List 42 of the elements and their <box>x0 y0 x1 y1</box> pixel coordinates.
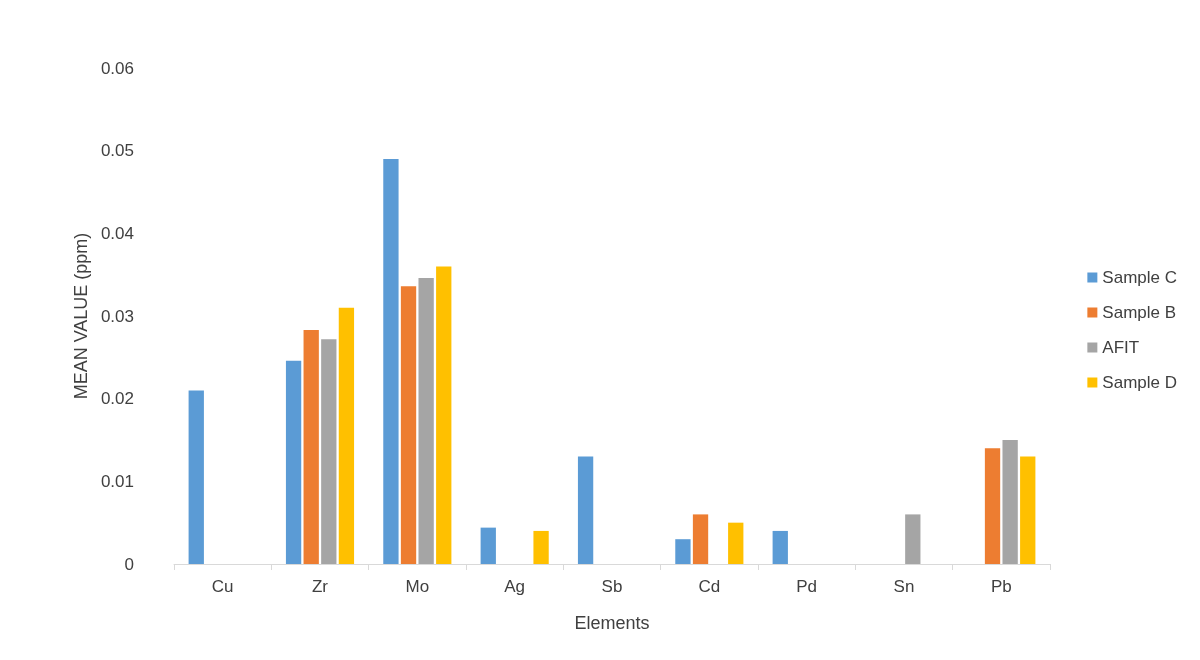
x-tick-label: Pd <box>796 577 818 596</box>
bar <box>436 266 452 564</box>
y-tick-label: 0.06 <box>100 58 134 78</box>
x-tick-label: Cd <box>698 577 721 596</box>
bar <box>383 158 399 564</box>
y-tick-label: 0.01 <box>100 471 134 491</box>
bar <box>418 277 434 564</box>
bar <box>480 527 496 564</box>
x-axis-title: Elements <box>574 613 650 633</box>
y-axis-title: MEAN VALUE (ppm) <box>71 232 92 400</box>
y-tick-label: 0.04 <box>100 223 134 243</box>
bar <box>338 307 355 564</box>
y-tick-label: 0.05 <box>100 141 134 161</box>
y-tick-label: 0.02 <box>100 389 134 409</box>
x-tick-label: Pb <box>990 577 1012 596</box>
legend-label: Sample C <box>1102 268 1177 287</box>
legend-label: Sample D <box>1102 373 1177 392</box>
legend-label: AFIT <box>1102 338 1140 357</box>
y-tick-label: 0.03 <box>100 306 134 326</box>
y-tick-label: 0 <box>124 554 134 574</box>
bar <box>303 330 319 564</box>
bar <box>1020 456 1036 564</box>
bar <box>188 390 204 564</box>
bar <box>692 514 709 564</box>
x-tick-label: Zr <box>311 577 329 596</box>
x-tick-label: Sb <box>601 577 623 596</box>
x-tick-label: Ag <box>504 577 526 596</box>
bar <box>728 522 744 564</box>
x-tick-label: Cu <box>211 577 234 596</box>
bar <box>1002 440 1018 564</box>
bar <box>400 286 417 564</box>
legend-label: Sample B <box>1102 303 1177 322</box>
bar <box>285 360 302 564</box>
x-tick-label: Sn <box>893 577 915 596</box>
bar <box>772 530 788 564</box>
bar <box>533 530 549 564</box>
bar <box>321 339 337 564</box>
bar <box>905 514 921 564</box>
x-tick-label: Mo <box>405 577 430 596</box>
bar <box>984 448 1001 564</box>
bar <box>577 456 594 564</box>
bar <box>675 539 691 564</box>
